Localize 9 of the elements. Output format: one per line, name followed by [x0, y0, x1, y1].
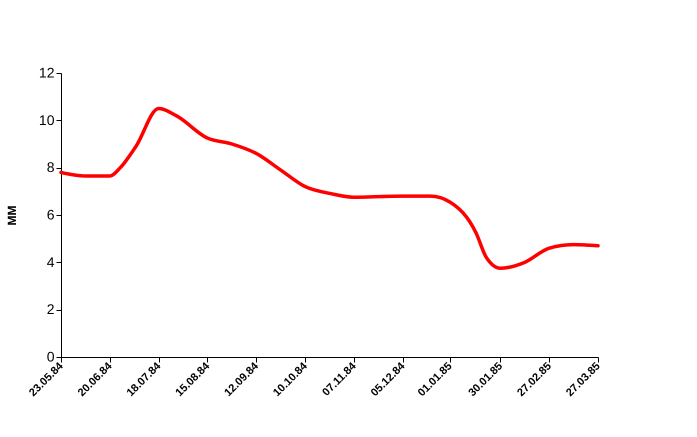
y-tick-label: 4	[46, 254, 55, 270]
y-tick-label: 8	[46, 159, 55, 176]
y-tick-label: 0	[46, 348, 55, 364]
y-tick-label: 12	[38, 64, 55, 80]
y-tick-label: 6	[46, 206, 55, 222]
y-tick-label: 2	[46, 301, 55, 318]
y-axis-title: MM	[4, 206, 19, 226]
y-tick-label: 10	[38, 112, 55, 128]
line-series	[59, 106, 600, 270]
